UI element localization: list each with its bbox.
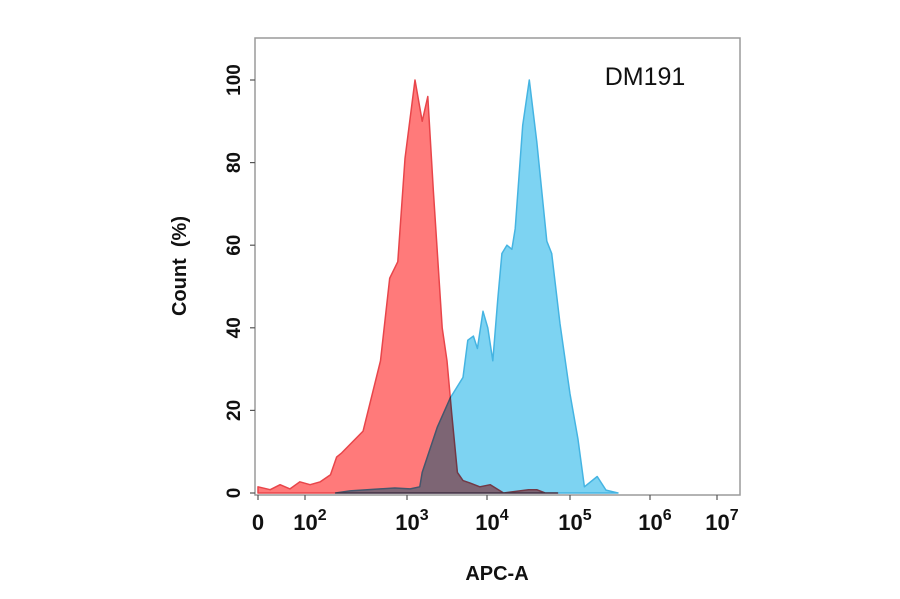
x-axis-label: APC-A <box>465 563 528 585</box>
x-tick-base: 10 <box>638 510 662 535</box>
x-tick-base: 10 <box>293 510 317 535</box>
x-tick-label: 0 <box>252 510 264 535</box>
y-tick-label: 0 <box>224 488 245 499</box>
x-tick-exponent: 5 <box>583 507 592 524</box>
x-tick-label: 104 <box>475 507 508 535</box>
x-tick-exponent: 2 <box>318 507 327 524</box>
x-tick-base: 10 <box>705 510 729 535</box>
x-tick-exponent: 4 <box>500 507 509 524</box>
y-tick-label: 40 <box>224 317 245 338</box>
x-axis-ticks: 0 102 103 104 105 106 107 <box>252 495 739 535</box>
x-tick-label: 102 <box>293 507 326 535</box>
plot-frame <box>254 37 741 496</box>
x-tick-label: 105 <box>558 507 591 535</box>
annotation-label: DM191 <box>605 63 686 91</box>
x-tick-exponent: 7 <box>730 507 739 524</box>
y-tick-label: 80 <box>224 152 245 173</box>
y-tick-label: 100 <box>224 64 245 96</box>
y-tick-label: 60 <box>224 235 245 256</box>
x-tick-base: 10 <box>475 510 499 535</box>
x-tick-base: 10 <box>395 510 419 535</box>
x-tick-exponent: 6 <box>663 507 672 524</box>
x-tick-base: 10 <box>558 510 582 535</box>
x-tick-exponent: 3 <box>420 507 429 524</box>
plot-area <box>257 79 619 494</box>
x-tick-label: 106 <box>638 507 671 535</box>
x-tick-base: 0 <box>252 510 264 535</box>
y-axis-ticks: 0 20 40 60 80 100 <box>224 64 255 498</box>
y-axis-label: Count (%) <box>169 216 191 316</box>
y-tick-label: 20 <box>224 400 245 421</box>
histogram-series-control <box>257 79 559 494</box>
x-tick-label: 103 <box>395 507 428 535</box>
x-tick-label: 107 <box>705 507 738 535</box>
